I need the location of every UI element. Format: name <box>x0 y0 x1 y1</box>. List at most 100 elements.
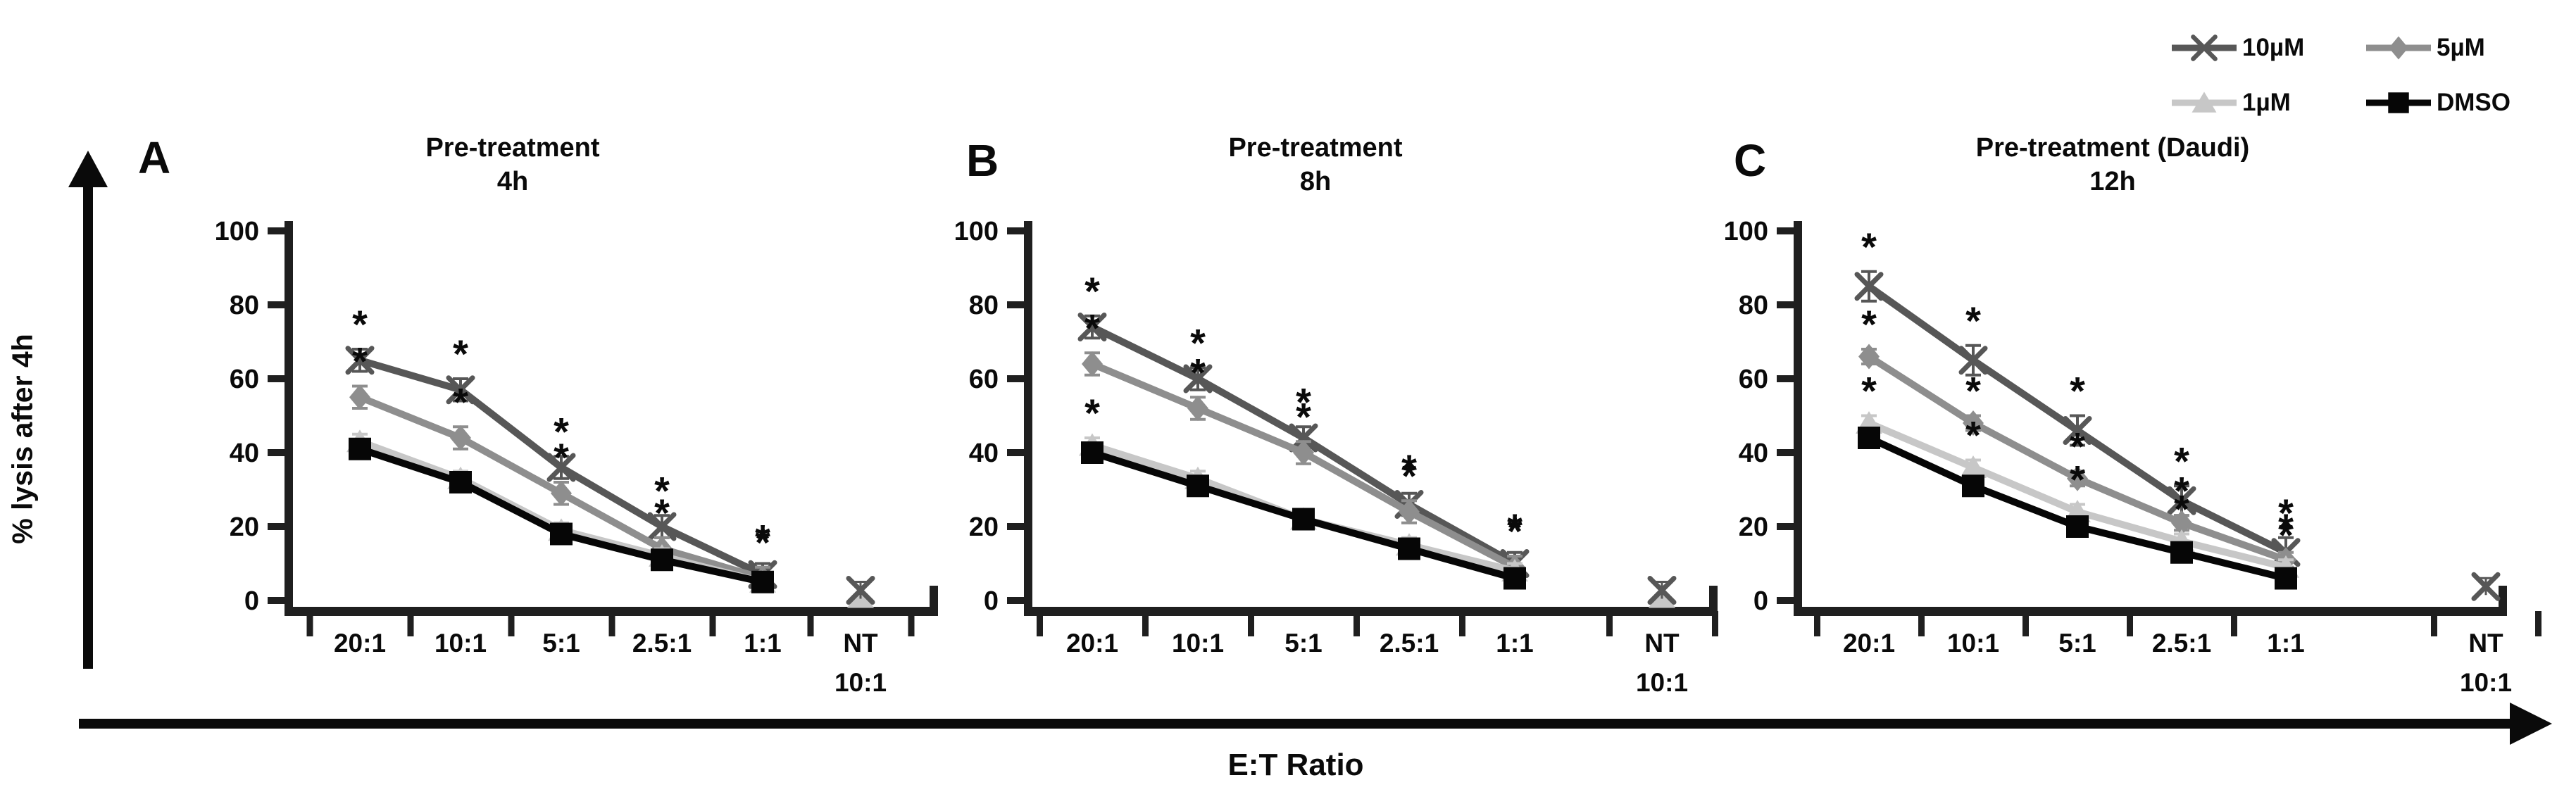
legend-label: DMSO <box>2437 89 2511 116</box>
y-axis-tick <box>1777 227 1795 234</box>
sig-asterisk-10µM: * <box>2278 491 2294 535</box>
sig-asterisk-10µM: * <box>1401 446 1417 491</box>
x-axis-arrow-shaft <box>79 719 2515 729</box>
x-axis-line <box>1024 607 1716 616</box>
sig-asterisk-1µM: * <box>2070 458 2085 502</box>
x-category-label: 1:1 <box>2267 629 2304 658</box>
sig-asterisk-10µM: * <box>1965 298 1981 343</box>
nt-point-10µM-marker <box>846 576 875 605</box>
x-category-label: 1:1 <box>744 629 781 658</box>
series-5µM-marker-5:1 <box>2067 465 2088 491</box>
x-axis-tick <box>2431 611 2437 636</box>
y-axis-tick <box>1777 375 1795 382</box>
y-axis-tick-label: 60 <box>969 365 999 394</box>
sig-asterisk-10µM: * <box>2070 369 2085 413</box>
legend-1µM-marker <box>2192 92 2217 113</box>
y-axis-tick-label: 40 <box>1739 439 1768 468</box>
panel-c-title-line2: 12h <box>2089 167 2136 196</box>
series-5µM-marker-5:1 <box>551 480 572 506</box>
series-5µM-marker-2.5:1 <box>2171 510 2192 536</box>
y-axis-tick-label: 80 <box>1739 291 1768 320</box>
y-axis-line <box>1024 221 1032 616</box>
series-10µM-marker-20:1 <box>345 346 375 375</box>
series-5µM-marker-10:1 <box>1963 410 1984 436</box>
y-axis-tick <box>1777 301 1795 308</box>
y-axis-tick <box>268 301 286 308</box>
x-axis-tick <box>908 611 915 636</box>
sig-asterisk-5µM: * <box>755 520 770 565</box>
x-category-label-nt-line2: 10:1 <box>1636 668 1688 697</box>
series-10µM-marker-10:1 <box>1183 364 1213 394</box>
panel-a-title-line1: Pre-treatment <box>425 133 600 163</box>
y-axis-tick <box>268 375 286 382</box>
series-5µM-marker-20:1 <box>349 384 370 410</box>
sig-asterisk-10µM: * <box>1861 225 1877 269</box>
series-5µM-marker-2.5:1 <box>1399 499 1420 524</box>
series-DMSO-marker-20:1 <box>349 437 371 460</box>
y-axis-tick-label: 100 <box>215 217 259 246</box>
legend-DMSO-marker <box>2388 92 2409 113</box>
nt-point-10µM-marker <box>1647 576 1677 605</box>
series-10µM-marker-5:1 <box>2063 416 2092 445</box>
x-axis-tick <box>1142 611 1149 636</box>
sig-asterisk-10µM: * <box>1507 505 1523 550</box>
y-axis-tick <box>1777 597 1795 604</box>
x-category-label: 2.5:1 <box>632 629 692 658</box>
legend-item-1uM: 1µM <box>2169 86 2291 120</box>
series-DMSO-marker-2.5:1 <box>1398 537 1420 560</box>
y-axis-tick-label: 0 <box>984 586 999 616</box>
legend-marker-diamond-icon <box>2366 36 2431 60</box>
sig-asterisk-10µM: * <box>1084 269 1100 313</box>
x-axis-tick <box>807 611 814 636</box>
x-axis-tick <box>2022 611 2029 636</box>
y-axis-arrow-shaft <box>83 184 93 669</box>
series-DMSO-marker-10:1 <box>1187 474 1209 498</box>
y-axis-tick <box>268 227 286 234</box>
x-axis-end-cap <box>2499 586 2507 616</box>
sig-asterisk-5µM: * <box>2278 505 2294 550</box>
panel-letter-b: B <box>966 135 999 186</box>
series-DMSO-marker-10:1 <box>1962 474 1984 498</box>
series-DMSO-marker-20:1 <box>1081 441 1103 464</box>
legend-item-DMSO: DMSO <box>2363 86 2511 120</box>
x-category-label: 2.5:1 <box>1380 629 1439 658</box>
series-DMSO-marker-1:1 <box>1503 567 1526 590</box>
sig-asterisk-1µM: * <box>1084 391 1100 435</box>
x-axis-tick <box>2231 611 2237 636</box>
legend-label: 1µM <box>2242 89 2291 116</box>
x-category-label: 10:1 <box>434 629 487 658</box>
x-category-label: 5:1 <box>542 629 580 658</box>
x-category-label-nt: NT <box>1644 629 1680 658</box>
series-DMSO-marker-10:1 <box>449 471 472 493</box>
x-axis-tick <box>709 611 716 636</box>
series-1µM-marker-10:1 <box>1960 455 1987 478</box>
y-axis-tick-label: 60 <box>1739 365 1768 394</box>
y-axis-tick <box>268 523 286 530</box>
panel-b-title-line1: Pre-treatment <box>1228 133 1403 163</box>
series-5µM-marker-10:1 <box>450 425 471 451</box>
x-category-label: 20:1 <box>334 629 386 658</box>
x-axis-tick <box>1037 611 1043 636</box>
series-DMSO-marker-20:1 <box>1858 427 1880 449</box>
series-10µM-marker-2.5:1 <box>2167 486 2196 515</box>
legend-marker-x-icon <box>2172 34 2237 61</box>
x-category-label-nt-line2: 10:1 <box>834 668 887 697</box>
series-DMSO-marker-2.5:1 <box>651 548 673 572</box>
x-axis-tick <box>1712 611 1718 636</box>
y-axis-tick <box>1777 449 1795 456</box>
series-DMSO-marker-1:1 <box>2275 567 2297 590</box>
x-axis-end-cap <box>930 586 938 616</box>
legend-marker-triangle-icon <box>2172 92 2237 113</box>
sig-asterisk-1µM: * <box>2174 487 2189 531</box>
x-axis-tick <box>407 611 414 636</box>
panel-c-title-line1: Pre-treatment (Daudi) <box>1975 133 2250 163</box>
y-axis-tick <box>268 597 286 604</box>
series-5µM-marker-20:1 <box>1858 344 1880 370</box>
y-axis-tick-label: 20 <box>1739 512 1768 542</box>
sig-asterisk-10µM: * <box>352 302 368 346</box>
x-axis-tick <box>2535 611 2541 636</box>
x-category-label: 10:1 <box>1947 629 1999 658</box>
x-category-label: 20:1 <box>1843 629 1895 658</box>
